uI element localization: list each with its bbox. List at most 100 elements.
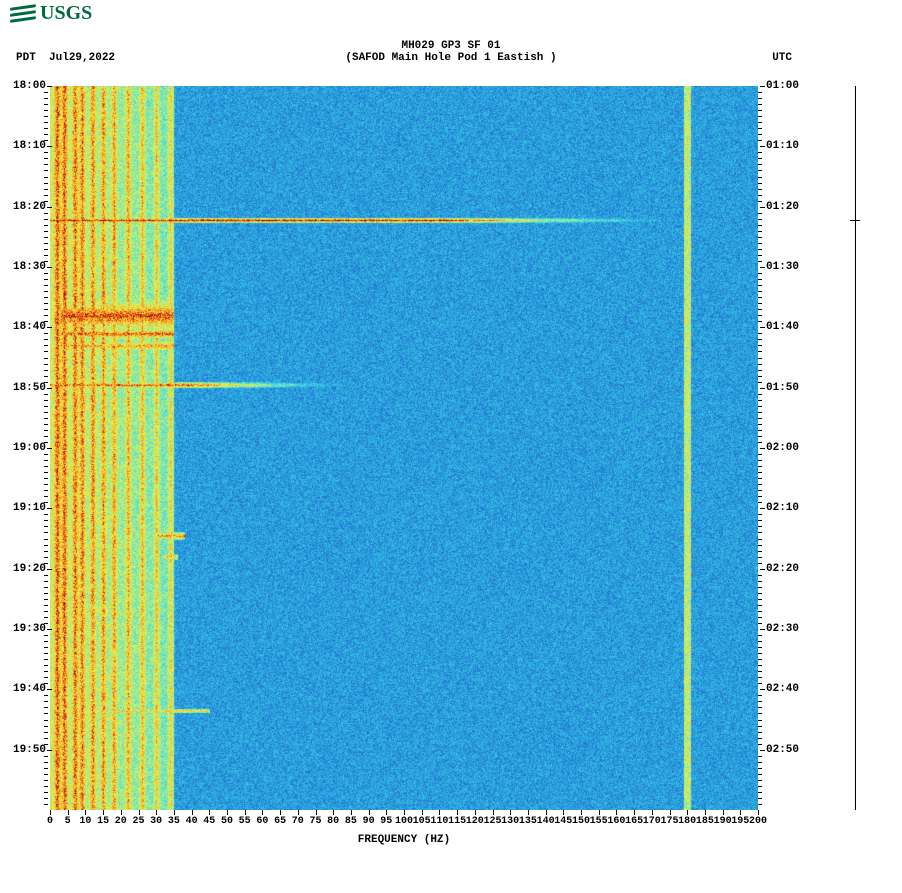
y-minor-right	[758, 726, 762, 727]
y-minor-right	[758, 279, 762, 280]
y-minor-right	[758, 104, 762, 105]
y-minor-right	[758, 436, 762, 437]
y-minor-left	[44, 177, 48, 178]
y-minor-left	[44, 659, 48, 660]
y-minor-right	[758, 170, 762, 171]
x-tick: 10	[79, 816, 91, 827]
side-amplitude-line	[855, 86, 856, 810]
y-minor-right	[758, 418, 762, 419]
header-title-line1: MH029 GP3 SF 01	[0, 40, 902, 52]
y-minor-left	[44, 496, 48, 497]
y-tick-right: 02:10	[766, 502, 799, 514]
usgs-waves-icon	[10, 4, 36, 24]
y-tick-left: 19:00	[0, 442, 46, 454]
y-minor-left	[44, 532, 48, 533]
y-minor-right	[758, 526, 762, 527]
y-minor-left	[44, 587, 48, 588]
header-title-line2: (SAFOD Main Hole Pod 1 Eastish )	[0, 52, 902, 64]
y-tick-right: 02:00	[766, 442, 799, 454]
y-minor-right	[758, 225, 762, 226]
y-minor-right	[758, 532, 762, 533]
y-minor-right	[758, 617, 762, 618]
y-minor-right	[758, 158, 762, 159]
y-minor-left	[44, 333, 48, 334]
y-minor-left	[44, 804, 48, 805]
y-minor-left	[44, 641, 48, 642]
y-minor-right	[758, 545, 762, 546]
y-minor-right	[758, 798, 762, 799]
y-minor-left	[44, 707, 48, 708]
y-minor-left	[44, 472, 48, 473]
y-minor-right	[758, 291, 762, 292]
y-minor-left	[44, 231, 48, 232]
y-tick-right: 01:40	[766, 321, 799, 333]
y-minor-left	[44, 526, 48, 527]
y-minor-right	[758, 641, 762, 642]
y-minor-left	[44, 116, 48, 117]
y-minor-left	[44, 351, 48, 352]
y-minor-left	[44, 195, 48, 196]
y-minor-right	[758, 520, 762, 521]
y-minor-right	[758, 478, 762, 479]
y-minor-left	[44, 520, 48, 521]
x-tick: 200	[749, 816, 767, 827]
y-minor-left	[44, 164, 48, 165]
y-minor-left	[44, 647, 48, 648]
header-utc-label: UTC	[772, 52, 792, 64]
y-minor-left	[44, 370, 48, 371]
y-tick-left: 18:40	[0, 321, 46, 333]
x-tick: 170	[643, 816, 661, 827]
y-minor-right	[758, 345, 762, 346]
y-minor-right	[758, 128, 762, 129]
y-minor-left	[44, 665, 48, 666]
y-minor-right	[758, 309, 762, 310]
y-minor-right	[758, 460, 762, 461]
y-minor-right	[758, 364, 762, 365]
y-minor-right	[758, 484, 762, 485]
y-minor-right	[758, 496, 762, 497]
y-minor-right	[758, 285, 762, 286]
y-minor-left	[44, 726, 48, 727]
y-minor-right	[758, 376, 762, 377]
y-minor-right	[758, 152, 762, 153]
x-tick: 60	[256, 816, 268, 827]
y-minor-left	[44, 466, 48, 467]
y-minor-right	[758, 315, 762, 316]
y-minor-right	[758, 466, 762, 467]
y-minor-left	[44, 110, 48, 111]
y-minor-left	[44, 358, 48, 359]
y-tick-right: 02:40	[766, 683, 799, 695]
y-minor-left	[44, 128, 48, 129]
x-tick: 155	[590, 816, 608, 827]
y-minor-right	[758, 605, 762, 606]
y-minor-left	[44, 738, 48, 739]
y-minor-left	[44, 285, 48, 286]
x-tick: 180	[678, 816, 696, 827]
y-minor-right	[758, 243, 762, 244]
y-minor-right	[758, 557, 762, 558]
y-minor-right	[758, 321, 762, 322]
y-minor-left	[44, 460, 48, 461]
spectrogram-canvas	[50, 86, 758, 810]
y-minor-left	[44, 617, 48, 618]
y-minor-right	[758, 213, 762, 214]
y-tick-right: 02:50	[766, 744, 799, 756]
x-tick: 15	[97, 816, 109, 827]
y-minor-right	[758, 581, 762, 582]
y-minor-left	[44, 720, 48, 721]
y-minor-right	[758, 164, 762, 165]
y-minor-left	[44, 92, 48, 93]
y-minor-left	[44, 713, 48, 714]
y-minor-left	[44, 762, 48, 763]
y-minor-right	[758, 587, 762, 588]
x-tick: 95	[380, 816, 392, 827]
y-minor-left	[44, 158, 48, 159]
y-minor-right	[758, 695, 762, 696]
x-tick: 40	[186, 816, 198, 827]
y-minor-left	[44, 605, 48, 606]
y-minor-left	[44, 183, 48, 184]
x-tick: 165	[625, 816, 643, 827]
y-minor-left	[44, 478, 48, 479]
y-minor-right	[758, 183, 762, 184]
y-tick-right: 02:20	[766, 563, 799, 575]
